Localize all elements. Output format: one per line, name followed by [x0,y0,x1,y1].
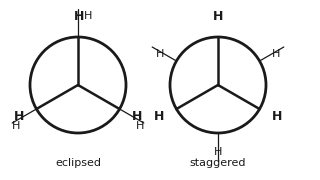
Text: eclipsed: eclipsed [55,158,101,168]
Text: H: H [213,10,223,23]
Text: H: H [136,121,144,131]
Text: H: H [74,10,84,23]
Text: H: H [272,109,282,123]
Text: H: H [84,11,92,21]
Text: H: H [156,49,164,59]
Text: H: H [12,121,20,131]
Text: H: H [14,109,24,123]
Text: staggered: staggered [190,158,246,168]
Text: H: H [132,109,142,123]
Text: H: H [154,109,164,123]
Text: H: H [272,49,280,59]
Text: H: H [214,147,222,157]
